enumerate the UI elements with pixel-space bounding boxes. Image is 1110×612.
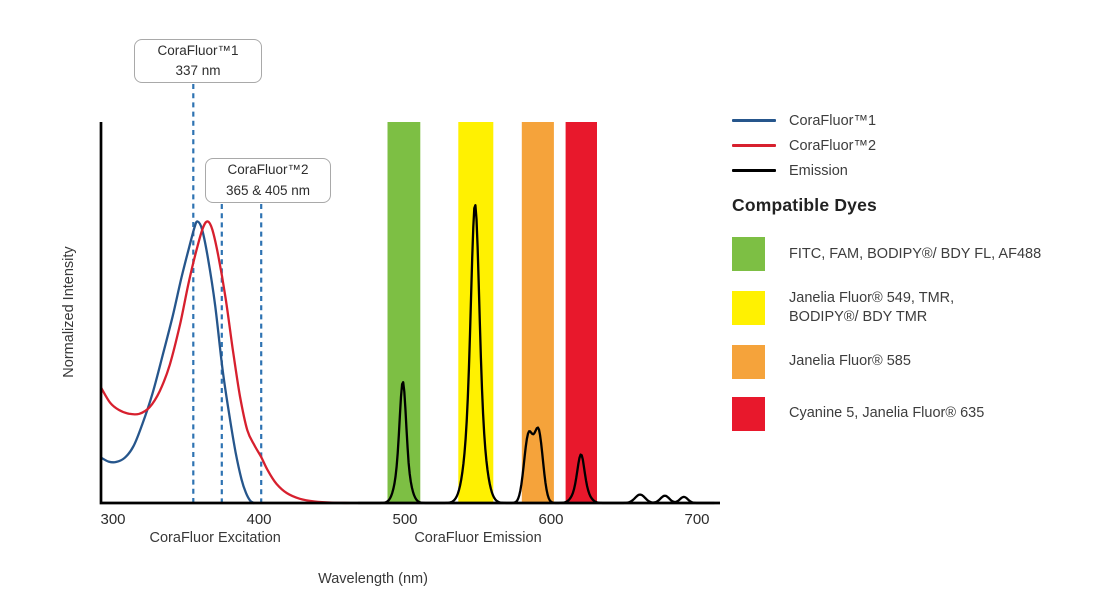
dye-color-swatch [732,396,765,431]
series-corafluor-1 [100,220,256,505]
excitation-callout-1: CoraFluor™1 337 nm [134,39,262,83]
legend-series-row-0: CoraFluor™1 [732,108,1104,133]
dye-names-label: FITC, FAM, BODIPY®/ BDY FL, AF488 [789,245,1042,262]
dye-names-label: Janelia Fluor® 549, TMR, BODIPY®/ BDY TMR [789,290,955,325]
x-tick-label-600: 600 [538,511,563,528]
series-corafluor-2 [100,220,351,505]
x-tick-label-400: 400 [246,511,271,528]
callout-wavelength-value: 365 & 405 nm [225,182,311,198]
legend-line-swatch [732,119,776,122]
compatible-dyes-heading: Compatible Dyes [732,195,877,215]
y-axis-title: Normalized Intensity [61,246,77,378]
x-tick-label-700: 700 [684,511,709,528]
callout-title: CoraFluor™1 [157,42,239,58]
emission-filter-band-0 [387,122,421,503]
callout-wavelength-value: 337 nm [175,63,221,78]
dye-color-swatch [732,237,765,271]
dye-names-label: Cyanine 5, Janelia Fluor® 635 [789,405,985,422]
dye-color-swatch [732,290,765,325]
compatible-dye-row-3: Cyanine 5, Janelia Fluor® 635 [732,396,1104,431]
chart-area: 300 400 500 600 700 CoraFluor Excitation CoraF… [61,39,720,587]
x-axis-title: Wavelength (nm) [318,571,428,587]
dye-names-label: Janelia Fluor® 585 [789,353,911,370]
axes-spines [99,122,720,505]
x-tick-label-500: 500 [392,511,417,528]
compatible-dye-row-2: Janelia Fluor® 585 [732,344,1104,379]
compatible-dyes-list: FITC, FAM, BODIPY®/ BDY FL, AF488 Janelia… [732,237,1104,431]
legend-series-row-1: CoraFluor™2 [732,133,1104,158]
x-region-label-1: CoraFluor Emission [414,530,541,546]
x-region-label-0: CoraFluor Excitation [150,530,281,546]
dye-color-swatch [732,344,765,379]
legend-panel: CoraFluor™1 CoraFluor™2 Emission Compatibl… [732,108,1104,449]
legend-series-label: CoraFluor™1 [789,112,877,129]
legend-series-row-2: Emission [732,158,1104,183]
compatible-dye-row-1: Janelia Fluor® 549, TMR, BODIPY®/ BDY TMR [732,289,1104,327]
callout-title: CoraFluor™2 [227,162,309,178]
emission-filter-band-1 [458,122,494,503]
legend-series-label: Emission [789,162,848,179]
legend-series-label: CoraFluor™2 [789,137,877,154]
spectra-chart: 300 400 500 600 700 CoraFluor Excitation CoraF… [61,84,720,587]
legend-line-swatch [732,144,776,147]
x-tick-label-300: 300 [100,511,125,528]
legend-series-list: CoraFluor™1 CoraFluor™2 Emission [732,108,1104,183]
legend-line-swatch [732,169,776,172]
compatible-dye-row-0: FITC, FAM, BODIPY®/ BDY FL, AF488 [732,237,1104,271]
excitation-callout-2: CoraFluor™2 365 & 405 nm [205,158,331,203]
emission-filter-band-3 [565,122,597,503]
